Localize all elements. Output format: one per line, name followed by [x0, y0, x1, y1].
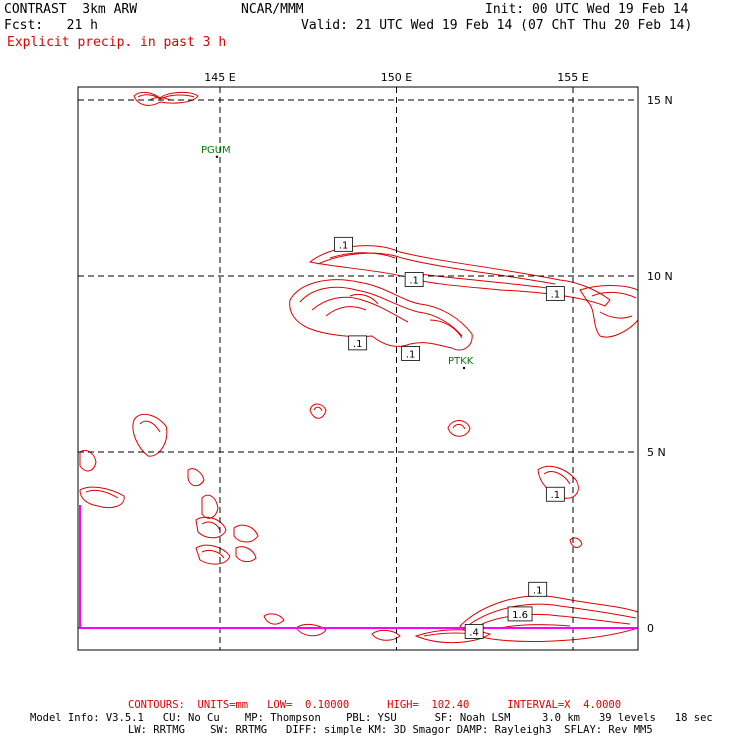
lat-lon-grid: [78, 87, 638, 650]
contour-label: .1: [353, 339, 363, 350]
contour-label: 1.6: [512, 610, 528, 621]
map-labels: 145 E 150 E 155 E 15 N 10 N 5 N 0 PGUM PTKK .1 .1.…: [201, 71, 673, 639]
contour-label-box: [404, 272, 424, 287]
contour-label: .1: [551, 490, 561, 501]
contour-label: .1: [551, 290, 561, 301]
model-info-line-1: Model Info: V3.5.1 CU: No Cu MP: Thompso…: [30, 712, 713, 724]
map-frame: [77, 86, 639, 651]
forecast-hour: Fcst: 21 h: [4, 18, 98, 33]
contours-info: CONTOURS: UNITS=mm LOW= 0.10000 HIGH= 10…: [128, 699, 622, 711]
lat-label: 15 N: [647, 94, 673, 107]
contour-label-box: [545, 286, 565, 302]
lat-label: 10 N: [647, 270, 673, 283]
lon-label: 155 E: [557, 71, 588, 84]
station-label: PTKK: [448, 356, 474, 367]
lon-label: 145 E: [204, 71, 235, 84]
center-title: NCAR/MMM: [241, 2, 304, 17]
station-marker: [462, 366, 466, 370]
contour-label-box: [348, 335, 368, 351]
lat-label: 5 N: [647, 446, 666, 459]
station-label: PGUM: [201, 145, 231, 156]
coastline: [79, 505, 638, 629]
contour-label: .1: [406, 349, 416, 360]
contour-label: .4: [469, 628, 479, 639]
contour-label-box: [334, 236, 353, 252]
init-time: Init: 00 UTC Wed 19 Feb 14: [485, 2, 689, 17]
field-title: Explicit precip. in past 3 h: [7, 35, 227, 50]
precip-contours: [79, 91, 639, 644]
contour-label-box: [401, 346, 421, 361]
station-marker: [215, 155, 219, 158]
contour-label-box: [545, 486, 565, 502]
contour-label: .1: [533, 585, 543, 596]
lon-label: 150 E: [381, 71, 412, 84]
lat-label: 0: [647, 622, 654, 635]
model-title: CONTRAST 3km ARW: [4, 2, 138, 17]
valid-time: Valid: 21 UTC Wed 19 Feb 14 (07 ChT Thu …: [301, 18, 693, 33]
contour-label-box: [464, 624, 484, 639]
model-info-line-2: LW: RRTMG SW: RRTMG DIFF: simple KM: 3D …: [128, 724, 653, 736]
contour-label-box: [507, 606, 533, 622]
coastline-boundary: [79, 505, 638, 629]
contour-label: .1: [409, 276, 419, 287]
contour-label: .1: [339, 240, 349, 251]
contour-label-box: [528, 581, 548, 597]
